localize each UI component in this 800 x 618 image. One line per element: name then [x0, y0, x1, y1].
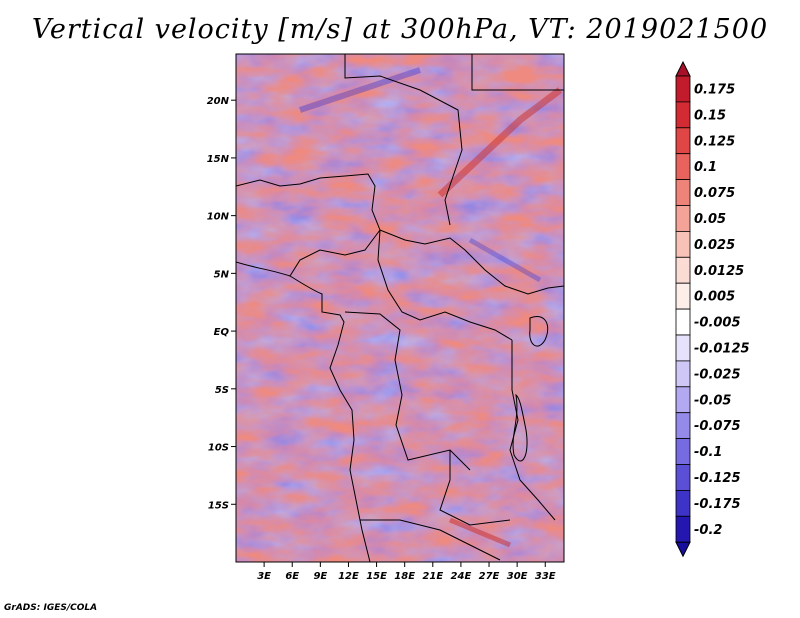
lat-tick-label: 10N [207, 212, 230, 223]
colorbar-label: -0.175 [694, 497, 741, 512]
colorbar-swatch [675, 153, 691, 180]
colorbar-label: -0.05 [694, 393, 731, 408]
coastline-west [236, 261, 371, 562]
plot-title: Vertical velocity [m/s] at 300hPa, VT: 2… [31, 14, 769, 45]
colorbar-swatch [675, 256, 691, 284]
colorbar-swatch [675, 75, 691, 103]
lat-tick-label: 10S [208, 443, 229, 454]
border-sahel [236, 173, 381, 231]
latitude-axis: 20N 15N 10N 5N EQ 5S 10S 15S [207, 96, 236, 511]
colorbar-swatch [675, 360, 691, 388]
border-zambia [439, 450, 511, 526]
colorbar-label: 0.025 [694, 238, 735, 253]
colorbar-label: -0.025 [694, 367, 741, 382]
lake-tanganyika [512, 393, 528, 462]
colorbar-label: 0.005 [694, 290, 735, 305]
colorbar-swatch [675, 230, 691, 258]
lat-tick-label: EQ [214, 327, 230, 338]
longitude-axis: 3E 6E 9E 12E 15E 18E 21E 24E 27E 30E 33E [257, 562, 556, 582]
border-car-drc [377, 229, 513, 341]
colorbar-label: -0.0125 [694, 341, 750, 356]
colorbar-swatch [675, 282, 691, 310]
colorbar-swatch [675, 101, 691, 129]
border-libya-chad [344, 54, 463, 226]
colorbar-label: -0.2 [694, 523, 722, 538]
colorbar-label: 0.0125 [694, 264, 744, 279]
colorbar-swatch [675, 386, 691, 414]
border-congo-angola [344, 311, 471, 471]
colorbar-swatch [675, 438, 691, 465]
colorbar-swatch [675, 127, 691, 155]
lat-tick-label: 20N [207, 96, 230, 107]
colorbar-swatch [675, 515, 691, 543]
colorbar-label: -0.1 [694, 445, 722, 460]
lat-tick-label: 15S [208, 500, 229, 511]
border-nigeria [289, 229, 381, 277]
colorbar-swatch [675, 489, 691, 517]
colorbar-swatch [675, 205, 691, 232]
colorbar-swatch [675, 464, 691, 491]
lon-tick-label: 12E [338, 571, 359, 582]
lon-tick-label: 27E [479, 571, 500, 582]
colorbar-label: 0.1 [694, 160, 717, 175]
lake-victoria [529, 316, 549, 347]
border-central [379, 229, 564, 295]
lat-tick-label: 15N [207, 154, 230, 165]
colorbar-label: 0.15 [694, 108, 726, 123]
downdraft-streak-e [468, 237, 542, 283]
lon-tick-label: 18E [394, 571, 415, 582]
lon-tick-label: 24E [451, 571, 472, 582]
colorbar-swatch [675, 412, 691, 440]
border-east [509, 340, 556, 521]
lon-tick-label: 30E [507, 571, 528, 582]
colorbar-label: 0.125 [694, 134, 735, 149]
updraft-streak-ne [437, 87, 563, 198]
colorbar-bottom-arrow [675, 541, 691, 558]
downdraft-streak-n [299, 67, 421, 113]
colorbar-label: 0.05 [694, 212, 726, 227]
lon-tick-label: 21E [422, 571, 443, 582]
lat-tick-label: 5S [215, 385, 229, 396]
lon-tick-label: 6E [285, 571, 299, 582]
colorbar-label: -0.075 [694, 419, 741, 434]
lon-tick-label: 33E [535, 571, 556, 582]
grads-credit: GrADS: IGES/COLA [4, 603, 98, 613]
border-egypt [471, 54, 564, 91]
colorbar-top-arrow [675, 60, 691, 77]
border-south [360, 519, 501, 561]
updraft-streak-s [449, 517, 511, 548]
lat-tick-label: 5N [214, 269, 230, 280]
colorbar-swatch [675, 308, 691, 336]
colorbar-label: -0.005 [694, 316, 741, 331]
colorbar-swatch [675, 334, 691, 362]
map-boundaries [236, 54, 564, 562]
lon-tick-label: 9E [313, 571, 327, 582]
colorbar-swatch [675, 179, 691, 206]
velocity-field [236, 54, 564, 562]
colorbar: 0.175 0.15 0.125 0.1 0.075 0.05 0.025 0.0125 0.0… [675, 60, 750, 558]
lon-tick-label: 3E [257, 571, 271, 582]
lon-tick-label: 15E [366, 571, 387, 582]
colorbar-label: 0.075 [694, 186, 735, 201]
map-frame [235, 53, 565, 563]
colorbar-label: -0.125 [694, 471, 741, 486]
colorbar-label: 0.175 [694, 82, 735, 97]
